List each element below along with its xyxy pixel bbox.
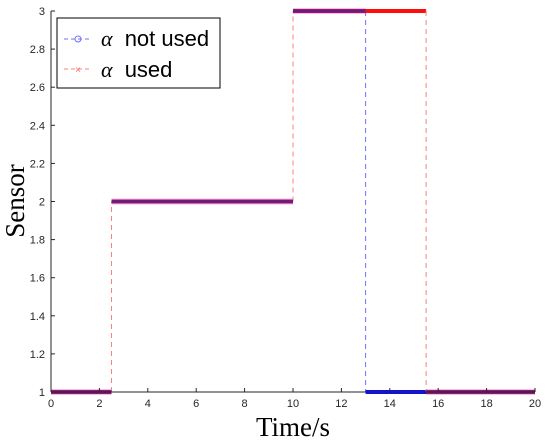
- y-tick-label-8: 2.6: [30, 82, 45, 94]
- y-tick-label-4: 1.8: [30, 235, 45, 247]
- x-tick-label-2: 4: [145, 398, 151, 410]
- y-tick-label-2: 1.4: [30, 311, 45, 323]
- legend-box: [56, 17, 221, 89]
- x-tick-label-6: 12: [335, 398, 347, 410]
- legend-marker-alpha-not-used: [74, 35, 82, 43]
- legend: α not used × α used: [56, 17, 221, 89]
- y-tick-label-7: 2.4: [30, 120, 45, 132]
- x-tick-label-5: 10: [287, 398, 299, 410]
- legend-alpha-symbol: α: [101, 57, 113, 82]
- x-tick-label-3: 6: [193, 398, 199, 410]
- x-tick-label-7: 14: [384, 398, 396, 410]
- x-tick-label-8: 16: [432, 398, 444, 410]
- legend-label-alpha-used: α used: [101, 57, 172, 82]
- legend-alpha-used-text: used: [125, 57, 173, 82]
- chart-axes: 0 2 4 6 8 10 12 14 16 18 20 1 1.2 1.4 1.6 1.8 2 2.2 2.4 2.6…: [30, 6, 541, 410]
- legend-marker-alpha-used: ×: [75, 65, 81, 76]
- legend-label-alpha-not-used: α not used: [101, 26, 209, 51]
- x-tick-label-4: 8: [242, 398, 248, 410]
- y-tick-label-0: 1: [39, 387, 45, 399]
- y-tick-label-5: 2: [39, 197, 45, 209]
- x-tick-label-0: 0: [48, 398, 54, 410]
- x-tick-label-9: 18: [480, 398, 492, 410]
- x-tick-label-1: 2: [96, 398, 102, 410]
- y-tick-label-10: 3: [39, 6, 45, 18]
- x-tick-label-10: 20: [529, 398, 541, 410]
- x-axis-title: Time/s: [256, 412, 330, 442]
- legend-alpha-symbol: α: [101, 26, 113, 51]
- y-tick-label-9: 2.8: [30, 44, 45, 56]
- y-axis-title: Sensor: [0, 164, 30, 238]
- y-tick-label-3: 1.6: [30, 273, 45, 285]
- y-tick-label-1: 1.2: [30, 349, 45, 361]
- y-tick-label-6: 2.2: [30, 158, 45, 170]
- legend-alpha-not-used-text: not used: [125, 26, 209, 51]
